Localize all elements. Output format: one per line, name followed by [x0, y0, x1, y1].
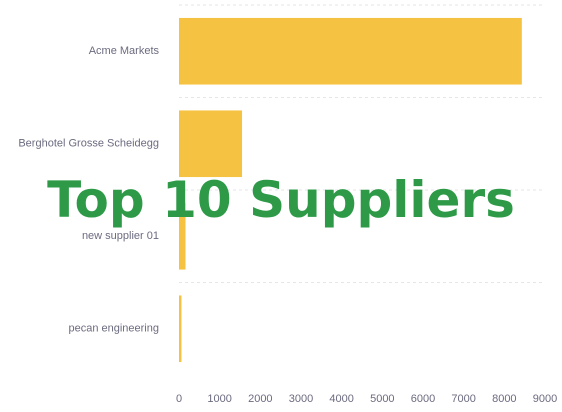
x-tick-label: 9000: [533, 393, 557, 405]
x-tick-label: 0: [176, 393, 182, 405]
grid-lines: [179, 4, 545, 283]
category-label: pecan engineering: [68, 323, 159, 335]
x-tick-label: 4000: [329, 393, 353, 405]
category-labels: Acme Markets Berghotel Grosse Scheidegg ne…: [18, 45, 159, 335]
bar[interactable]: [179, 295, 182, 363]
x-tick-label: 1000: [207, 393, 231, 405]
overlay-title: Top 10 Suppliers: [47, 171, 515, 229]
x-tick-label: 8000: [492, 393, 516, 405]
x-axis-tick-labels: 0 1000 2000 3000 4000 5000 6000 7000 8000 9000: [176, 393, 557, 405]
category-label: new supplier 01: [82, 230, 159, 242]
bar[interactable]: [179, 17, 522, 85]
bar[interactable]: [179, 202, 186, 270]
bars: [179, 17, 522, 363]
x-tick-label: 5000: [370, 393, 394, 405]
x-tick-label: 6000: [411, 393, 435, 405]
x-tick-label: 2000: [248, 393, 272, 405]
x-tick-label: 7000: [451, 393, 475, 405]
x-tick-label: 3000: [289, 393, 313, 405]
category-label: Acme Markets: [89, 45, 160, 57]
bar[interactable]: [179, 110, 243, 178]
category-label: Berghotel Grosse Scheidegg: [18, 138, 159, 150]
